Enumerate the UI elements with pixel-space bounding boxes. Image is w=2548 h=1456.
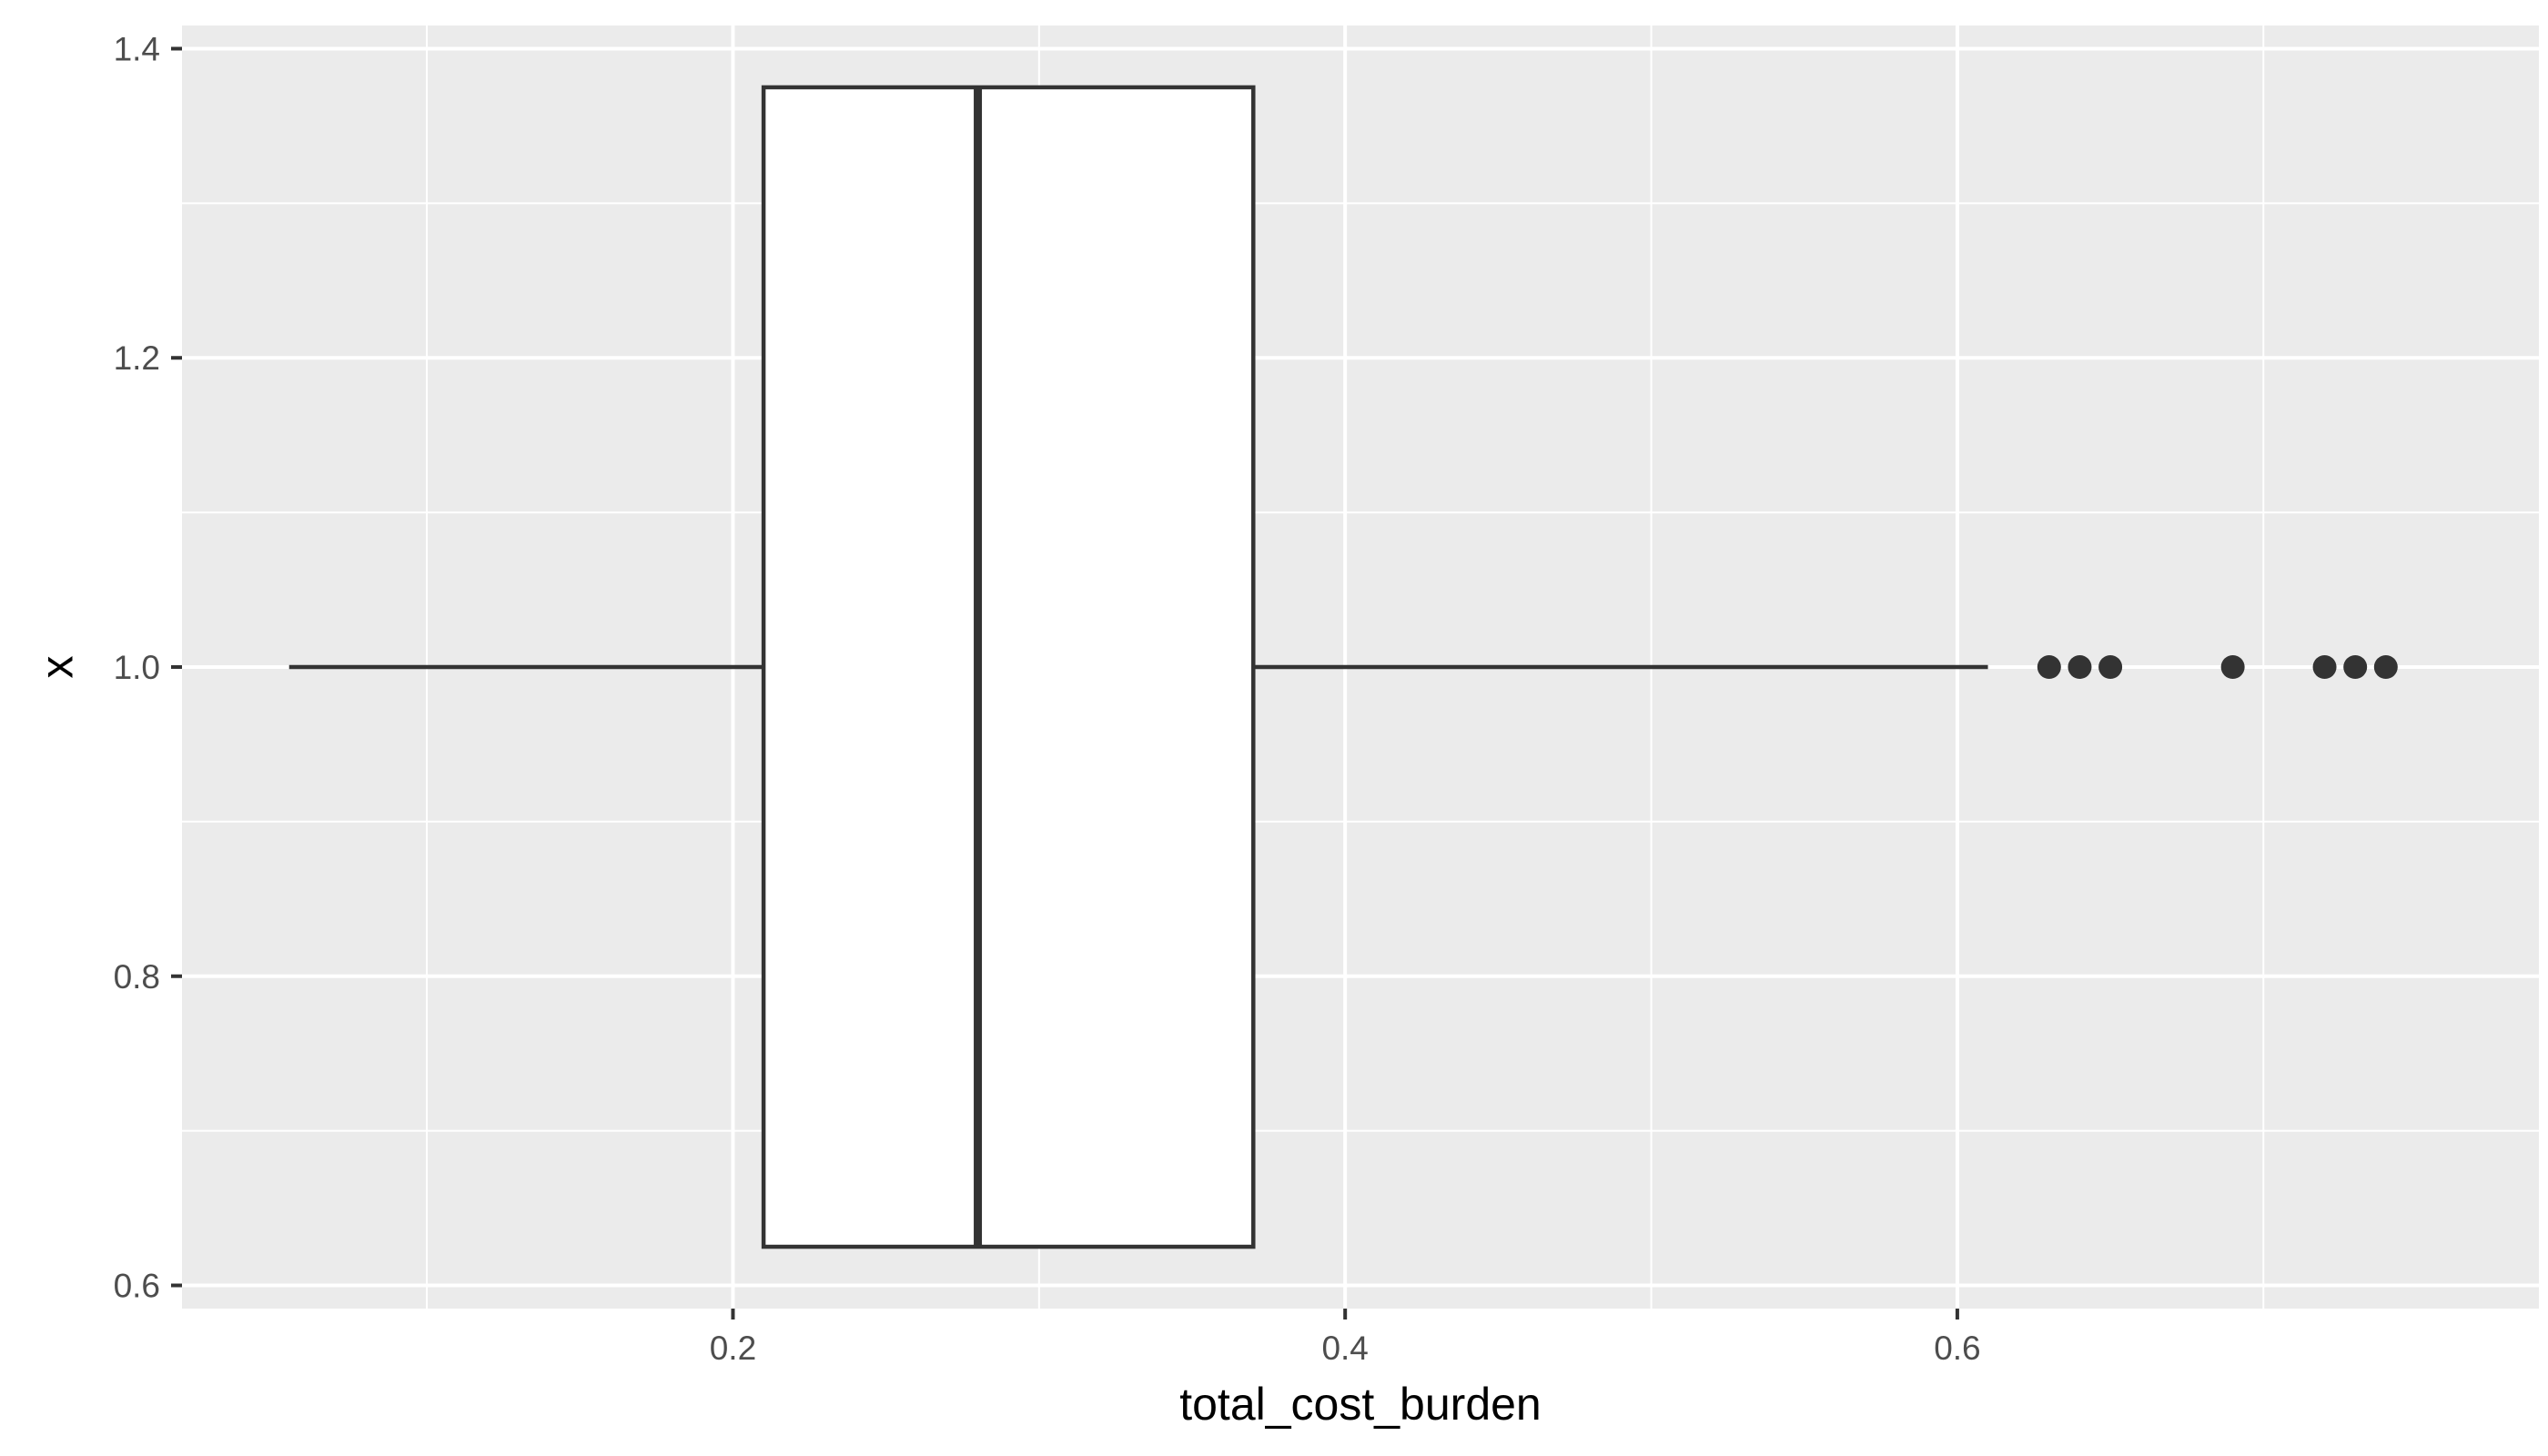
outlier-points	[2037, 655, 2398, 679]
boxplot	[288, 85, 1988, 1249]
y-tick-label: 0.8	[114, 958, 160, 996]
y-tick-label: 0.6	[114, 1268, 160, 1305]
x-tick-label: 0.6	[1934, 1330, 1980, 1367]
x-tick-label: 0.4	[1321, 1330, 1368, 1367]
y-tick-label: 1.2	[114, 339, 160, 377]
outlier-point	[2220, 655, 2245, 679]
outlier-point	[2037, 655, 2061, 679]
y-tick-label: 1.4	[114, 30, 160, 67]
outlier-point	[2343, 655, 2368, 679]
x-axis-title: total_cost_burden	[1179, 1379, 1542, 1430]
outlier-point	[2373, 655, 2398, 679]
interquartile-box	[761, 85, 1256, 1249]
x-tick-label: 0.2	[710, 1330, 756, 1367]
y-tick-labels: 0.6 0.8 1.0 1.2 1.4	[114, 30, 160, 1304]
y-axis-title: x	[32, 656, 83, 679]
axis-ticks	[171, 46, 1959, 1320]
outlier-point	[2312, 655, 2337, 679]
x-tick-labels: 0.2 0.4 0.6	[710, 1330, 1981, 1367]
outlier-point	[2098, 655, 2123, 679]
outlier-point	[2068, 655, 2092, 679]
y-tick-label: 1.0	[114, 649, 160, 686]
